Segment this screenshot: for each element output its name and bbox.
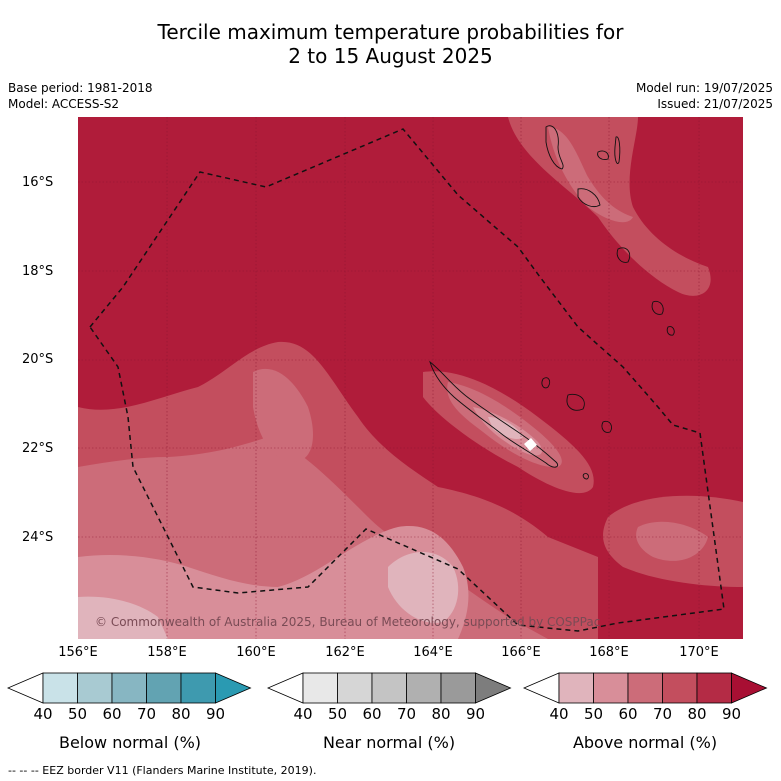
colorbar-segment <box>111 672 147 704</box>
meta-right: Model run: 19/07/2025 Issued: 21/07/2025 <box>636 80 773 112</box>
lat-label-16s: 16°S <box>22 175 54 190</box>
contour-50-south <box>78 526 469 639</box>
colorbars <box>6 672 768 704</box>
vanuatu-pentecost <box>614 136 621 164</box>
colorbar-segment <box>42 672 78 704</box>
lat-label-18s: 18°S <box>22 264 54 279</box>
colorbar-tick-label: 80 <box>431 705 451 723</box>
colorbar-segment <box>180 672 216 704</box>
colorbar-tick-label: 50 <box>327 705 348 723</box>
colorbar-near-normal <box>266 672 512 704</box>
contour-40-ncal <box>488 417 523 440</box>
base-period: Base period: 1981-2018 <box>8 81 153 95</box>
white-patch <box>524 438 537 451</box>
colorbar-above-normal <box>522 672 768 704</box>
colorbar-segment <box>593 672 629 704</box>
colorbar-tick-label: 70 <box>136 705 157 723</box>
colorbar-segment <box>146 672 182 704</box>
colorbar-segment <box>337 672 373 704</box>
graticule <box>78 117 743 639</box>
probability-map <box>78 117 743 639</box>
new-caledonia-coast <box>429 360 559 468</box>
colorbar-extend-low <box>522 672 560 704</box>
issued-date: Issued: 21/07/2025 <box>657 97 773 111</box>
colorbar-tick-label: 90 <box>205 705 226 723</box>
lon-label-158e: 158°E <box>147 645 187 660</box>
contour-60-vanuatu <box>548 127 633 223</box>
colorbar-extend-high <box>215 672 252 704</box>
copyright-notice: © Commonwealth of Australia 2025, Bureau… <box>95 615 601 629</box>
meta-left: Base period: 1981-2018 Model: ACCESS-S2 <box>8 80 153 112</box>
lon-label-164e: 164°E <box>413 645 453 660</box>
contour-60-southeast <box>636 521 708 561</box>
lon-label-156e: 156°E <box>58 645 98 660</box>
colorbar-tick-label: 60 <box>362 705 382 723</box>
colorbar-tick-label: 90 <box>721 705 742 723</box>
colorbar-tick-label: 90 <box>465 705 486 723</box>
colorbar-tick-label: 80 <box>171 705 191 723</box>
eez-footer-note: -- -- -- EEZ border V11 (Flanders Marine… <box>8 764 317 777</box>
colorbar-segment <box>302 672 338 704</box>
lat-label-22s: 22°S <box>22 441 54 456</box>
lon-label-160e: 160°E <box>236 645 276 660</box>
colorbar-segment <box>558 672 594 704</box>
vanuatu-tanna <box>666 326 675 336</box>
colorbar-segment <box>627 672 663 704</box>
above-normal-label: Above normal (%) <box>572 733 718 752</box>
colorbar-segment <box>662 672 698 704</box>
vanuatu-erromango <box>651 300 664 315</box>
contour-40-south <box>388 552 459 623</box>
isle-of-pines <box>582 473 589 480</box>
colorbar-tick-label: 40 <box>549 705 569 723</box>
colorbar-segment <box>440 672 476 704</box>
colorbar-segment <box>77 672 113 704</box>
colorbar-tick-label: 60 <box>102 705 122 723</box>
colorbar-segment <box>696 672 732 704</box>
below-normal-label: Below normal (%) <box>58 733 202 752</box>
colorbar-tick-label: 40 <box>293 705 313 723</box>
vanuatu-efate <box>616 247 631 263</box>
lon-label-170e: 170°E <box>679 645 719 660</box>
title-line-2: 2 to 15 August 2025 <box>288 44 493 68</box>
lon-label-166e: 166°E <box>501 645 541 660</box>
lat-label-24s: 24°S <box>22 530 54 545</box>
colorbar-below-normal <box>6 672 252 704</box>
eez-border <box>89 128 725 632</box>
loyalty-island-ouvea <box>541 377 551 389</box>
colorbar-extend-low <box>266 672 304 704</box>
colorbar-tick-label: 70 <box>396 705 417 723</box>
lon-label-162e: 162°E <box>325 645 365 660</box>
colorbar-tick-label: 70 <box>652 705 673 723</box>
colorbar-tick-label: 80 <box>687 705 707 723</box>
colorbar-segment <box>371 672 407 704</box>
colorbar-extend-low <box>6 672 44 704</box>
vanuatu-malekula <box>577 188 601 208</box>
vanuatu-maewo <box>597 150 609 160</box>
model-run: Model run: 19/07/2025 <box>635 81 773 95</box>
vanuatu-espiritu-santo <box>545 125 564 170</box>
colorbar-segment <box>406 672 442 704</box>
map-title: Tercile maximum temperature probabilitie… <box>0 20 781 68</box>
colorbar-extend-high <box>475 672 512 704</box>
lat-label-20s: 20°S <box>22 352 54 367</box>
lon-label-168e: 168°E <box>589 645 629 660</box>
near-normal-label: Near normal (%) <box>322 733 456 752</box>
colorbar-extend-high <box>731 672 768 704</box>
loyalty-island-mare <box>601 420 613 433</box>
colorbar-tick-label: 60 <box>618 705 638 723</box>
contour-40-lowerleft <box>78 596 168 639</box>
model-name: Model: ACCESS-S2 <box>8 97 120 111</box>
contour-60-central <box>253 368 313 462</box>
loyalty-island-lifou <box>566 393 585 411</box>
colorbar-tick-label: 50 <box>583 705 604 723</box>
colorbar-tick-label: 40 <box>33 705 53 723</box>
title-line-1: Tercile maximum temperature probabilitie… <box>157 20 624 44</box>
colorbar-tick-label: 50 <box>67 705 88 723</box>
